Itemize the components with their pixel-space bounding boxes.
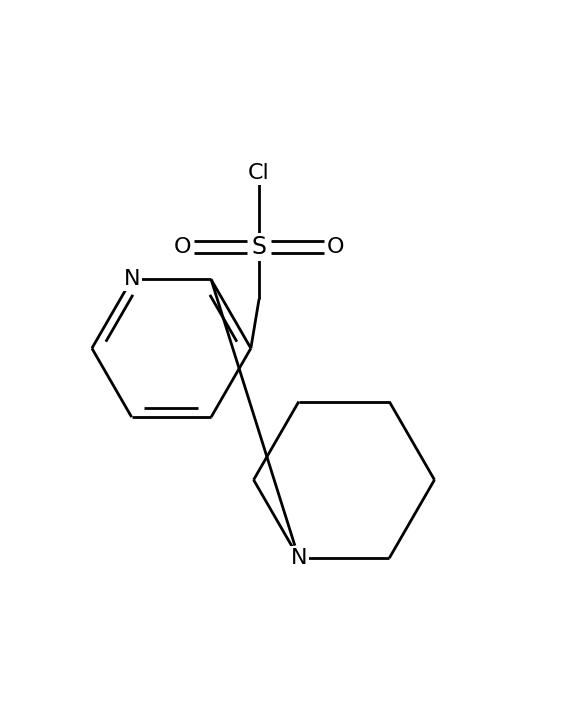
Text: N: N <box>124 269 140 290</box>
Text: O: O <box>174 237 191 257</box>
Text: O: O <box>327 237 345 257</box>
Text: Cl: Cl <box>248 163 270 183</box>
Text: N: N <box>291 548 307 568</box>
Text: S: S <box>252 235 266 259</box>
